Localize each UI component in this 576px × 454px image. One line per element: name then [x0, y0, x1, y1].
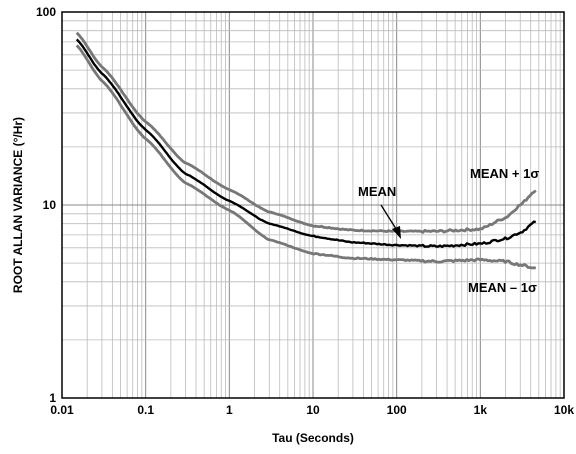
annotation-mean: MEAN: [358, 184, 396, 199]
annotation-mean-plus-1-sigma: MEAN + 1σ: [470, 166, 539, 181]
y-axis-title: ROOT ALLAN VARIANCE (°/Hr): [11, 117, 25, 293]
series-line-1: [75, 31, 537, 234]
x-tick-label: 100: [387, 403, 407, 417]
x-tick-label: 1: [226, 403, 233, 417]
y-tick-label: 10: [43, 198, 57, 212]
annotation-mean-arrow-line: [380, 204, 399, 233]
x-tick-label: 0.1: [137, 403, 154, 417]
x-tick-label: 1k: [474, 403, 488, 417]
grid: [62, 12, 564, 398]
y-tick-label: 100: [36, 5, 56, 19]
x-tick-label: 0.01: [50, 403, 74, 417]
series-line-2: [75, 38, 537, 249]
x-axis-title: Tau (Seconds): [272, 431, 354, 445]
plot-frame: [61, 11, 565, 399]
annotation-mean-arrowhead: [392, 226, 401, 239]
series-layer: [75, 31, 537, 270]
annotation-mean-minus-1-sigma: MEAN – 1σ: [468, 280, 537, 295]
tick-labels: 0.01 0.1 1 10 100 1k 10k 1 10 100: [36, 5, 574, 417]
x-tick-label: 10k: [554, 403, 574, 417]
series-line-3: [75, 44, 537, 270]
x-tick-label: 10: [306, 403, 320, 417]
y-tick-label: 1: [49, 391, 56, 405]
